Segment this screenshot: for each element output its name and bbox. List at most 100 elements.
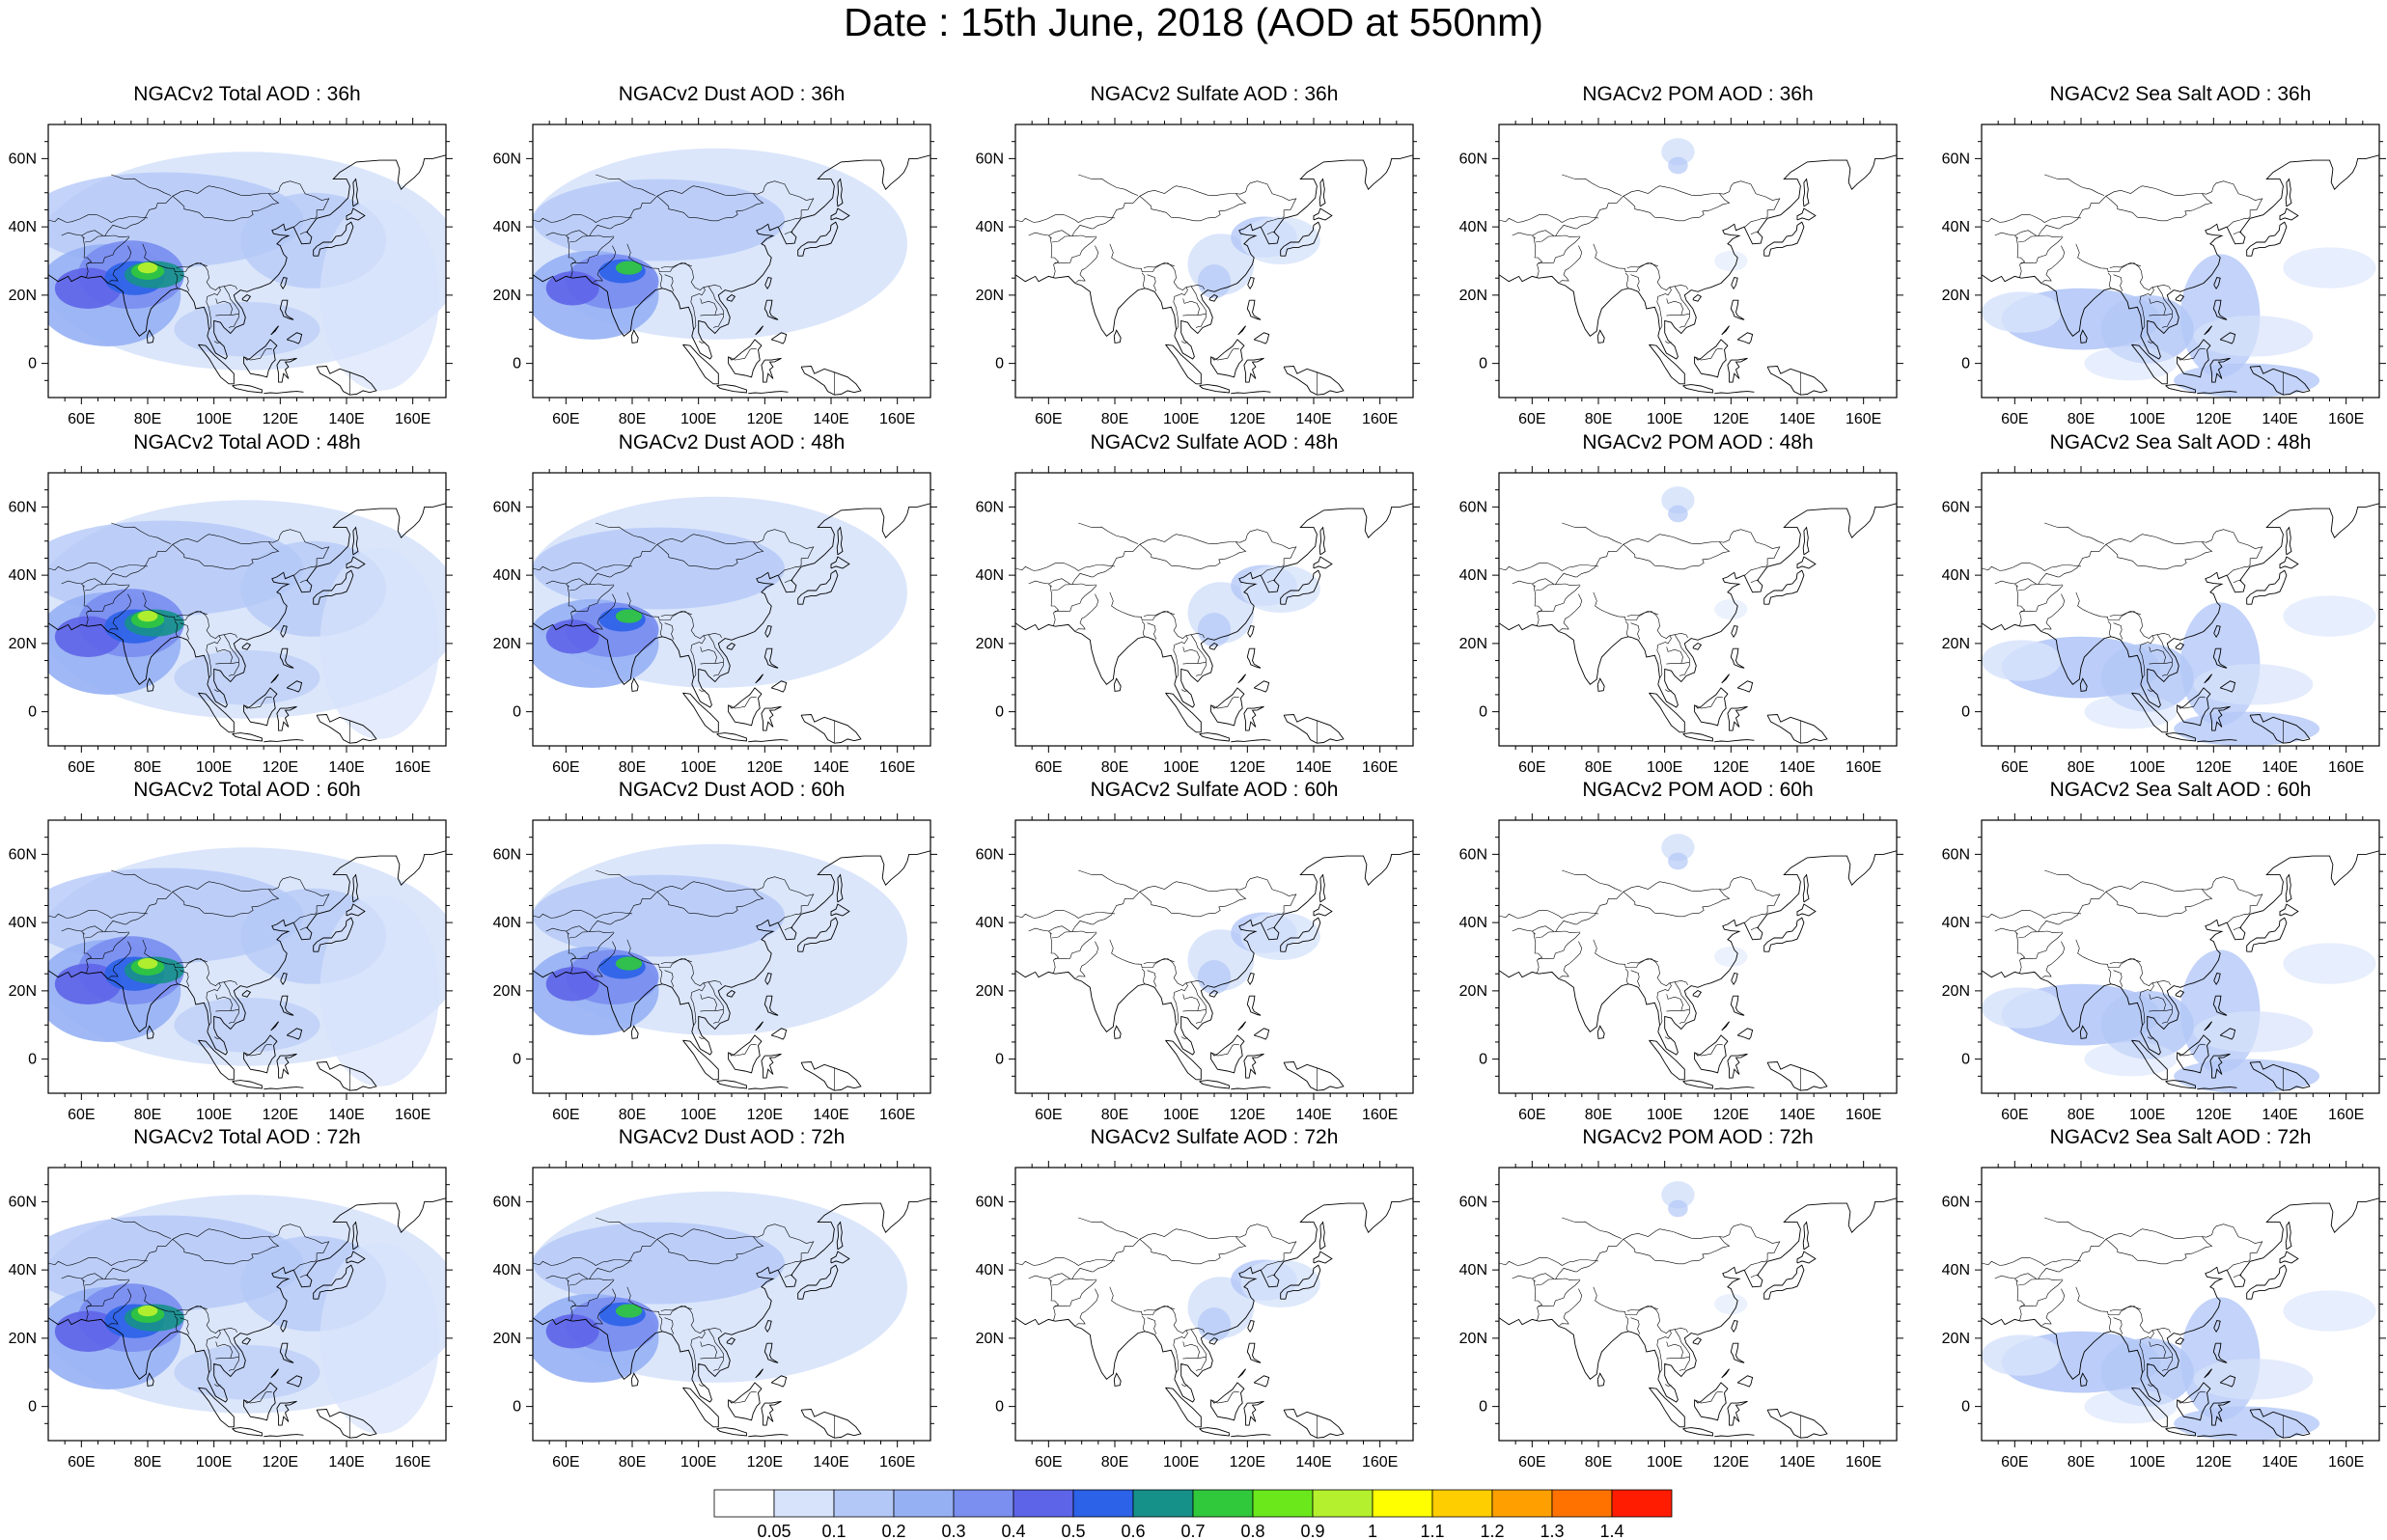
country-border bbox=[215, 1357, 239, 1360]
country-border bbox=[1499, 214, 1599, 223]
panel-title: NGACv2 Dust AOD : 48h bbox=[618, 431, 846, 454]
aod-field bbox=[1661, 834, 1748, 968]
country-border bbox=[658, 1315, 663, 1332]
lon-label: 80E bbox=[2068, 759, 2095, 776]
country-border bbox=[571, 585, 615, 612]
lat-label: 0 bbox=[513, 1399, 521, 1416]
coastline bbox=[264, 739, 304, 743]
country-border bbox=[2015, 932, 2026, 974]
panel-title: NGACv2 Sulfate AOD : 36h bbox=[1090, 83, 1339, 105]
lon-label: 80E bbox=[134, 759, 161, 776]
country-border bbox=[2138, 615, 2171, 639]
country-border bbox=[1180, 689, 1188, 692]
coastline bbox=[1113, 1025, 1122, 1039]
lon-label: 140E bbox=[328, 1454, 364, 1471]
coastline bbox=[1208, 293, 1219, 302]
coastline bbox=[351, 873, 359, 903]
coastline bbox=[1246, 995, 1262, 1016]
country-border bbox=[690, 287, 706, 330]
country-border bbox=[1266, 1274, 1276, 1279]
lon-label: 100E bbox=[1647, 1454, 1682, 1471]
country-border bbox=[2041, 245, 2066, 284]
lat-label: 40N bbox=[976, 567, 1004, 584]
coastline bbox=[2209, 1400, 2231, 1426]
country-border bbox=[1172, 1309, 1205, 1334]
coastline bbox=[270, 325, 279, 336]
panel-title: NGACv2 Dust AOD : 60h bbox=[618, 779, 846, 801]
coastline bbox=[2279, 207, 2299, 221]
map-panel-total: NGACv2 Total AOD : 48h 60E 80E 100E 120E 140E… bbox=[0, 431, 483, 776]
colorbar-swatch bbox=[1431, 1489, 1493, 1518]
lon-label: 60E bbox=[68, 1107, 95, 1123]
coastline bbox=[1246, 299, 1262, 320]
coastline bbox=[243, 1382, 278, 1421]
coastline bbox=[2131, 344, 2168, 385]
aod-region bbox=[1240, 912, 1320, 961]
country-border bbox=[1562, 522, 1623, 544]
colorbar-swatch bbox=[1252, 1489, 1314, 1518]
country-border bbox=[778, 217, 800, 228]
country-border bbox=[1555, 225, 1577, 237]
lat-label: 40N bbox=[9, 1262, 37, 1279]
coastline bbox=[1657, 850, 1897, 1056]
aod-region bbox=[615, 956, 643, 971]
figure-title: Date : 15th June, 2018 (AOD at 550nm) bbox=[844, 0, 1543, 44]
aod-region bbox=[1240, 216, 1320, 265]
map-svg: 60E 80E 100E 120E 140E 160E 60N 40N 20N 0 bbox=[9, 813, 453, 1123]
country-border bbox=[730, 1391, 757, 1404]
country-border bbox=[2113, 622, 2123, 640]
country-border bbox=[1555, 573, 1577, 586]
country-border bbox=[2233, 1274, 2242, 1279]
country-border bbox=[1533, 585, 1543, 626]
coastline bbox=[2279, 1251, 2299, 1264]
coastlines bbox=[1982, 850, 2379, 1091]
country-border bbox=[1172, 615, 1205, 639]
lon-label: 140E bbox=[1295, 759, 1331, 776]
country-border bbox=[689, 615, 722, 639]
coastline bbox=[2209, 1053, 2231, 1079]
coastline bbox=[1015, 613, 1177, 685]
country-border bbox=[1143, 610, 1175, 617]
country-border bbox=[533, 563, 633, 571]
coastline bbox=[1246, 1342, 1262, 1363]
country-border bbox=[1576, 1224, 1781, 1273]
country-border bbox=[566, 1273, 588, 1279]
coastline bbox=[351, 1221, 359, 1251]
coastline bbox=[146, 677, 154, 692]
coastline bbox=[2204, 674, 2212, 684]
panel-title: NGACv2 Sea Salt AOD : 48h bbox=[2049, 431, 2312, 454]
coastline bbox=[800, 366, 862, 396]
lon-label: 60E bbox=[68, 1454, 95, 1471]
coastline bbox=[716, 384, 747, 394]
country-border bbox=[1499, 1257, 1599, 1266]
lat-label: 0 bbox=[513, 356, 521, 372]
country-border bbox=[108, 245, 132, 284]
coastline bbox=[1692, 989, 1703, 998]
country-border bbox=[299, 579, 309, 584]
coastline bbox=[146, 329, 154, 344]
aod-region bbox=[1240, 1259, 1320, 1308]
coastline bbox=[264, 1434, 304, 1438]
country-border bbox=[1982, 1257, 2082, 1266]
lon-label: 140E bbox=[1779, 411, 1815, 427]
map-panel-pom: NGACv2 POM AOD : 60h 60E 80E 100E 120E 140E 16… bbox=[1451, 779, 1933, 1123]
lat-label: 0 bbox=[995, 1399, 1004, 1416]
colorbar: 0.05 0.1 0.2 0.3 0.4 0.5 0.6 0.7 0.8 0.9 1 1.1 1.2 1.… bbox=[713, 1489, 1674, 1540]
colorbar-label: 0.5 bbox=[1061, 1522, 1085, 1540]
country-border bbox=[566, 925, 588, 932]
country-border bbox=[1172, 962, 1205, 986]
coastline bbox=[280, 276, 288, 290]
coastline bbox=[728, 1382, 763, 1421]
coastlines bbox=[48, 1197, 446, 1439]
coastline bbox=[1499, 960, 1660, 1032]
country-border bbox=[1173, 982, 1188, 1026]
country-border bbox=[1744, 565, 1766, 576]
coastline bbox=[1280, 221, 1321, 257]
country-border bbox=[213, 341, 221, 344]
country-border bbox=[1623, 193, 1731, 222]
lon-label: 80E bbox=[619, 411, 646, 427]
lon-label: 160E bbox=[395, 411, 430, 427]
aod-region bbox=[137, 610, 158, 622]
lat-label: 60N bbox=[976, 1194, 1004, 1210]
coastline bbox=[1199, 1427, 1230, 1437]
